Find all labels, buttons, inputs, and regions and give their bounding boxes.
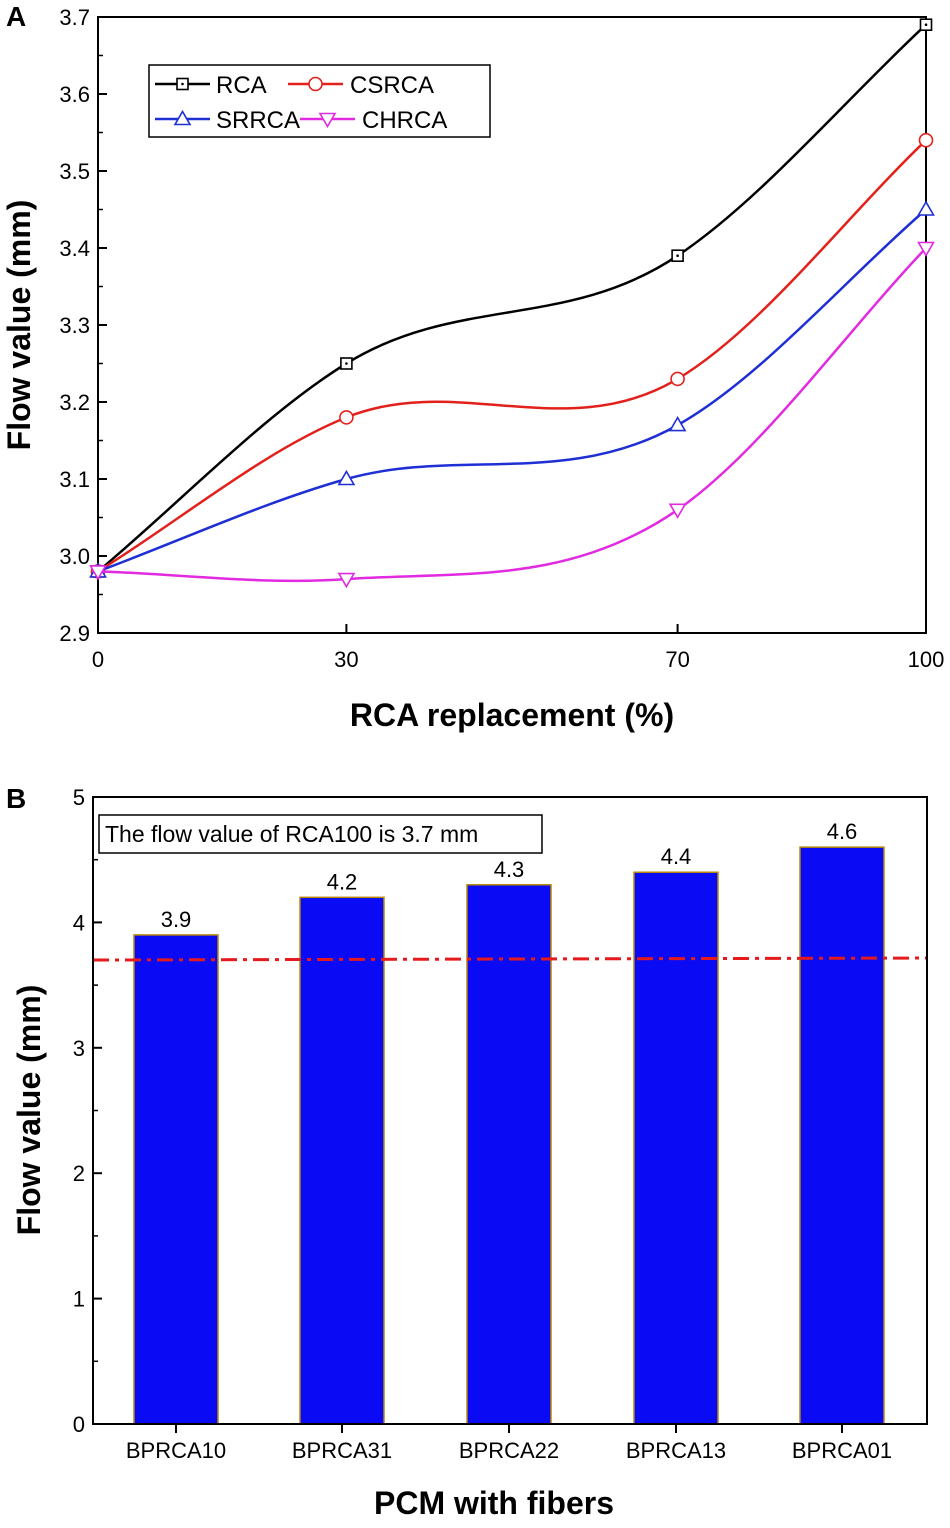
reference-line-rca100 <box>92 956 928 962</box>
legend-entry-rca: RCA <box>155 72 267 99</box>
y-tick-label: 1 <box>73 1287 85 1312</box>
data-point-csrca <box>339 410 354 425</box>
data-point-rca-center <box>345 362 348 365</box>
data-point-rca-center <box>676 254 679 257</box>
data-point-srrca <box>917 200 935 216</box>
data-point-chrca <box>337 572 356 589</box>
annotation-text: The flow value of RCA100 is 3.7 mm <box>105 821 478 847</box>
x-tick-label: 70 <box>665 647 689 672</box>
panel-b-x-axis-title: PCM with fibers <box>374 1485 614 1521</box>
series-line-csrca <box>97 139 927 573</box>
y-tick-label: 3.2 <box>59 390 90 415</box>
legend-marker-shape <box>173 109 192 126</box>
panel-a-y-ticks: 2.9 3.0 3.1 3.2 3.3 3.4 3.5 3.6 3.7 <box>59 5 107 646</box>
y-tick-label: 3.4 <box>59 236 90 261</box>
panel-b-x-ticks: BPRCA10 BPRCA31 BPRCA22 BPRCA13 BPRCA01 <box>126 1424 892 1463</box>
y-tick-label: 3.5 <box>59 159 90 184</box>
series-line-rca <box>97 23 927 573</box>
panel-a-x-ticks: 0 30 70 100 <box>92 624 944 672</box>
bar-bprca10 <box>133 934 219 1425</box>
data-point-csrca <box>670 371 685 387</box>
legend-box <box>148 64 491 138</box>
y-tick-label: 5 <box>73 785 85 810</box>
y-tick-label: 3.1 <box>59 467 90 492</box>
legend-entry-srrca: SRRCA <box>155 107 300 134</box>
y-tick-label: 3.3 <box>59 313 90 338</box>
legend-marker-chrca <box>318 112 337 129</box>
data-point-srrca <box>668 415 687 432</box>
data-point-chrca <box>668 503 687 519</box>
bar-value-label: 4.2 <box>327 869 358 894</box>
y-tick-label: 2 <box>73 1161 85 1186</box>
legend-entry-chrca: CHRCA <box>300 107 447 134</box>
legend-marker-shape <box>318 112 337 129</box>
legend-label-csrca: CSRCA <box>350 72 434 99</box>
bar-value-label: 4.4 <box>661 844 692 869</box>
bar-value-label: 4.3 <box>494 857 525 882</box>
bar-bprca13 <box>633 871 719 1425</box>
panel-b-y-axis-title: Flow value (mm) <box>11 985 47 1236</box>
panel-a: A 2.9 3.0 3.1 3.2 3.3 3.4 3.5 3.6 3.7 0 30 70 100 R… <box>1 1 944 733</box>
data-point-chrca <box>917 241 935 258</box>
bar-value-label: 4.6 <box>827 819 858 844</box>
y-tick-label: 3.7 <box>59 5 90 30</box>
legend-label-chrca: CHRCA <box>362 107 447 134</box>
panel-b-letter: B <box>6 783 26 814</box>
x-tick-label: BPRCA31 <box>292 1438 392 1463</box>
bar-bprca31 <box>299 896 385 1425</box>
y-tick-label: 3.6 <box>59 82 90 107</box>
data-point-srrca <box>337 469 356 486</box>
bar-bprca22 <box>466 884 552 1425</box>
series-line-srrca <box>97 208 927 573</box>
legend-label-rca: RCA <box>216 72 267 99</box>
series-line-chrca <box>97 247 927 583</box>
x-tick-label: BPRCA22 <box>459 1438 559 1463</box>
panel-b-annotation: The flow value of RCA100 is 3.7 mm <box>98 814 543 854</box>
legend-marker-csrca <box>308 76 323 92</box>
legend-marker-srrca <box>173 109 192 126</box>
legend-marker-shape-center <box>181 82 184 86</box>
y-tick-label: 2.9 <box>59 621 90 646</box>
x-tick-label: 100 <box>908 647 945 672</box>
x-tick-label: 0 <box>92 647 104 672</box>
legend-marker-rca <box>176 77 189 91</box>
y-tick-label: 3.0 <box>59 544 90 569</box>
bar-bprca01 <box>799 846 885 1425</box>
panel-b-bars: 3.9 4.2 4.3 4.4 4.6 <box>133 819 885 1425</box>
x-tick-label: BPRCA01 <box>792 1438 892 1463</box>
x-tick-label: BPRCA13 <box>626 1438 726 1463</box>
panel-a-series <box>89 18 935 589</box>
y-tick-label: 4 <box>73 910 85 935</box>
bar-value-label: 3.9 <box>161 907 192 932</box>
panel-b-y-ticks: 0 1 2 3 4 5 <box>73 785 102 1437</box>
y-tick-label: 0 <box>73 1412 85 1437</box>
panel-a-y-axis-title: Flow value (mm) <box>1 200 37 451</box>
panel-a-legend: RCA CSRCA SRRCA CHRCA <box>148 64 491 138</box>
legend-label-srrca: SRRCA <box>216 107 300 134</box>
data-point-chrca <box>89 565 107 581</box>
panel-a-x-axis-title: RCA replacement (%) <box>350 697 674 733</box>
y-tick-label: 3 <box>73 1036 85 1061</box>
data-point-csrca <box>918 132 934 148</box>
legend-entry-csrca: CSRCA <box>288 72 434 99</box>
legend-marker-shape <box>308 76 323 92</box>
x-tick-label: 30 <box>334 647 358 672</box>
x-tick-label: BPRCA10 <box>126 1438 226 1463</box>
panel-a-letter: A <box>6 1 26 32</box>
data-point-rca-center <box>924 23 928 27</box>
annotation-box <box>98 814 543 854</box>
